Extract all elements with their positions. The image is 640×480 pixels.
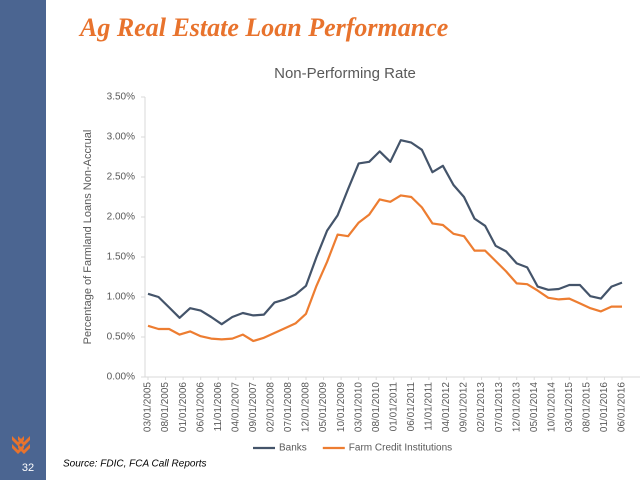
page-number: 32 xyxy=(22,462,34,474)
y-tick-label: 2.00% xyxy=(107,212,135,223)
x-tick-label: 05/01/2014 xyxy=(529,382,540,432)
source: Source: FDIC, FCA Call Reports xyxy=(63,459,207,470)
x-tick-label: 12/01/2013 xyxy=(511,382,522,432)
slide-title: Ag Real Estate Loan Performance xyxy=(78,13,448,42)
x-tick-label: 07/01/2008 xyxy=(283,382,294,432)
y-tick-label: 0.50% xyxy=(107,332,135,343)
legend-label: Farm Credit Institutions xyxy=(349,443,452,454)
y-tick-label: 1.00% xyxy=(107,292,135,303)
x-tick-label: 10/01/2009 xyxy=(336,382,347,432)
x-tick-label: 04/01/2012 xyxy=(441,382,452,432)
x-tick-label: 12/01/2008 xyxy=(301,382,312,432)
y-tick-label: 3.50% xyxy=(107,92,135,103)
x-tick-label: 06/01/2016 xyxy=(617,382,628,432)
y-axis-label: Percentage of Farmland Loans Non-Accrual xyxy=(82,130,94,345)
logo xyxy=(12,436,30,454)
x-tick-label: 03/01/2005 xyxy=(143,382,154,432)
x-tick-label: 08/01/2010 xyxy=(371,382,382,432)
legend-label: Banks xyxy=(279,443,307,454)
x-tick-label: 11/01/2011 xyxy=(424,382,435,431)
x-tick-label: 04/01/2007 xyxy=(230,382,241,432)
x-tick-label: 02/01/2013 xyxy=(476,382,487,432)
x-tick-label: 09/01/2007 xyxy=(248,382,259,432)
sidebar xyxy=(0,0,46,480)
x-tick-label: 03/01/2010 xyxy=(353,382,364,432)
x-tick-label: 08/01/2015 xyxy=(582,382,593,432)
series-line xyxy=(147,194,622,343)
y-tick-label: 2.50% xyxy=(107,172,135,183)
y-tick-label: 0.00% xyxy=(107,372,135,383)
y-tick-label: 3.00% xyxy=(107,132,135,143)
x-tick-label: 06/01/2011 xyxy=(406,382,417,432)
x-tick-label: 06/01/2006 xyxy=(195,382,206,432)
x-tick-label: 01/01/2016 xyxy=(599,382,610,432)
x-tick-label: 10/01/2014 xyxy=(546,382,557,432)
x-tick-label: 08/01/2005 xyxy=(160,382,171,432)
x-tick-label: 05/01/2009 xyxy=(318,382,329,432)
x-tick-label: 01/01/2011 xyxy=(388,382,399,432)
x-tick-label: 09/01/2012 xyxy=(459,382,470,432)
x-tick-label: 07/01/2013 xyxy=(494,382,505,432)
x-tick-label: 02/01/2008 xyxy=(266,382,277,432)
y-tick-label: 1.50% xyxy=(107,252,135,263)
chart-title: Non-Performing Rate xyxy=(274,65,416,82)
x-tick-label: 03/01/2015 xyxy=(564,382,575,432)
x-tick-label: 01/01/2006 xyxy=(178,382,189,432)
series-line xyxy=(147,139,623,326)
x-tick-label: 11/01/2006 xyxy=(213,382,224,432)
